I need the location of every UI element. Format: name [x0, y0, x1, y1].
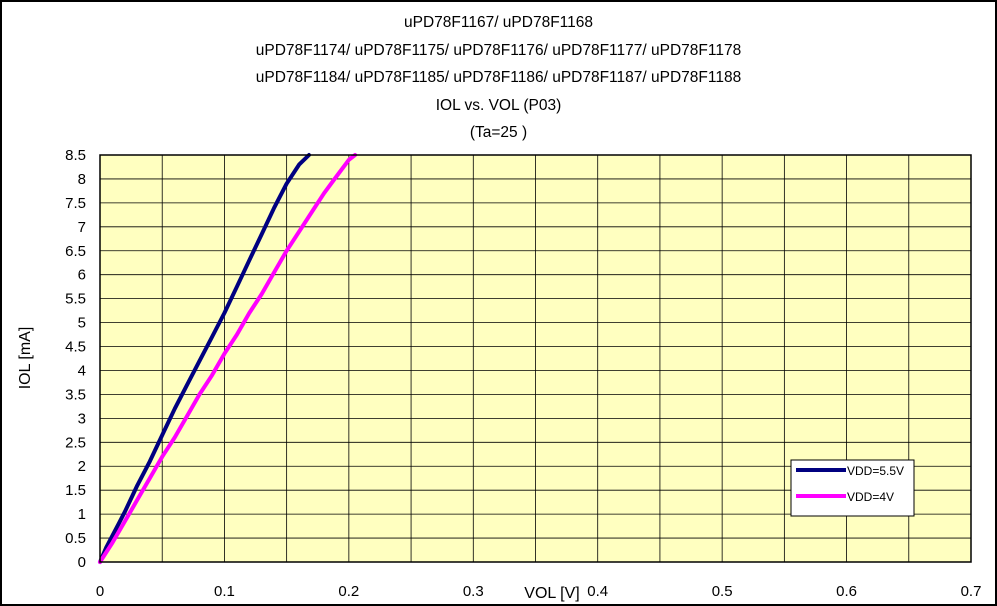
x-tick-label: 0.4	[587, 583, 608, 600]
x-tick-label: 0.5	[712, 583, 733, 600]
y-tick-label: 4.5	[65, 339, 86, 356]
chart-title-line-2: uPD78F1174/ uPD78F1175/ uPD78F1176/ uPD7…	[255, 42, 742, 59]
y-tick-label: 1.5	[65, 482, 86, 499]
plot-border	[99, 154, 972, 563]
y-tick-label: 3.5	[65, 386, 86, 403]
chart-title-line-5: (Ta=25 )	[469, 124, 528, 141]
y-tick-label: 8.5	[65, 147, 86, 164]
chart-title-line-1: uPD78F1167/ uPD78F1168	[404, 14, 593, 31]
series-line-2	[98, 153, 358, 564]
y-tick-label: 5	[78, 315, 86, 332]
y-tick-label: 2.5	[65, 434, 86, 451]
series-line-1	[98, 153, 311, 564]
y-tick-label: 6.5	[65, 243, 86, 260]
x-tick-label: 0.2	[338, 583, 359, 600]
x-axis-label: VOL [V]	[524, 585, 579, 602]
y-tick-label: 7.5	[65, 195, 86, 212]
x-tick-label: 0.3	[463, 583, 484, 600]
legend-label-1: VDD=5.5V	[847, 464, 904, 478]
y-tick-label: 8	[78, 171, 86, 188]
x-tick-label: 0.1	[214, 583, 235, 600]
y-tick-label: 0.5	[65, 530, 86, 547]
x-tick-label: 0	[96, 583, 104, 600]
y-axis-label: IOL [mA]	[17, 327, 34, 390]
y-tick-label: 4	[78, 362, 86, 379]
x-tick-label: 0.6	[836, 583, 857, 600]
chart-title-line-3: uPD78F1184/ uPD78F1185/ uPD78F1186/ uPD7…	[255, 69, 742, 86]
x-tick-label: 0.7	[961, 583, 982, 600]
y-tick-label: 6	[78, 267, 86, 284]
legend-label-2: VDD=4V	[847, 490, 894, 504]
chart-title-line-4: IOL vs. VOL (P03)	[435, 97, 562, 114]
y-tick-label: 3	[78, 410, 86, 427]
y-tick-label: 5.5	[65, 291, 86, 308]
y-tick-label: 2	[78, 458, 86, 475]
y-tick-label: 7	[78, 219, 86, 236]
y-tick-label: 0	[78, 554, 86, 571]
y-tick-label: 1	[78, 506, 86, 523]
